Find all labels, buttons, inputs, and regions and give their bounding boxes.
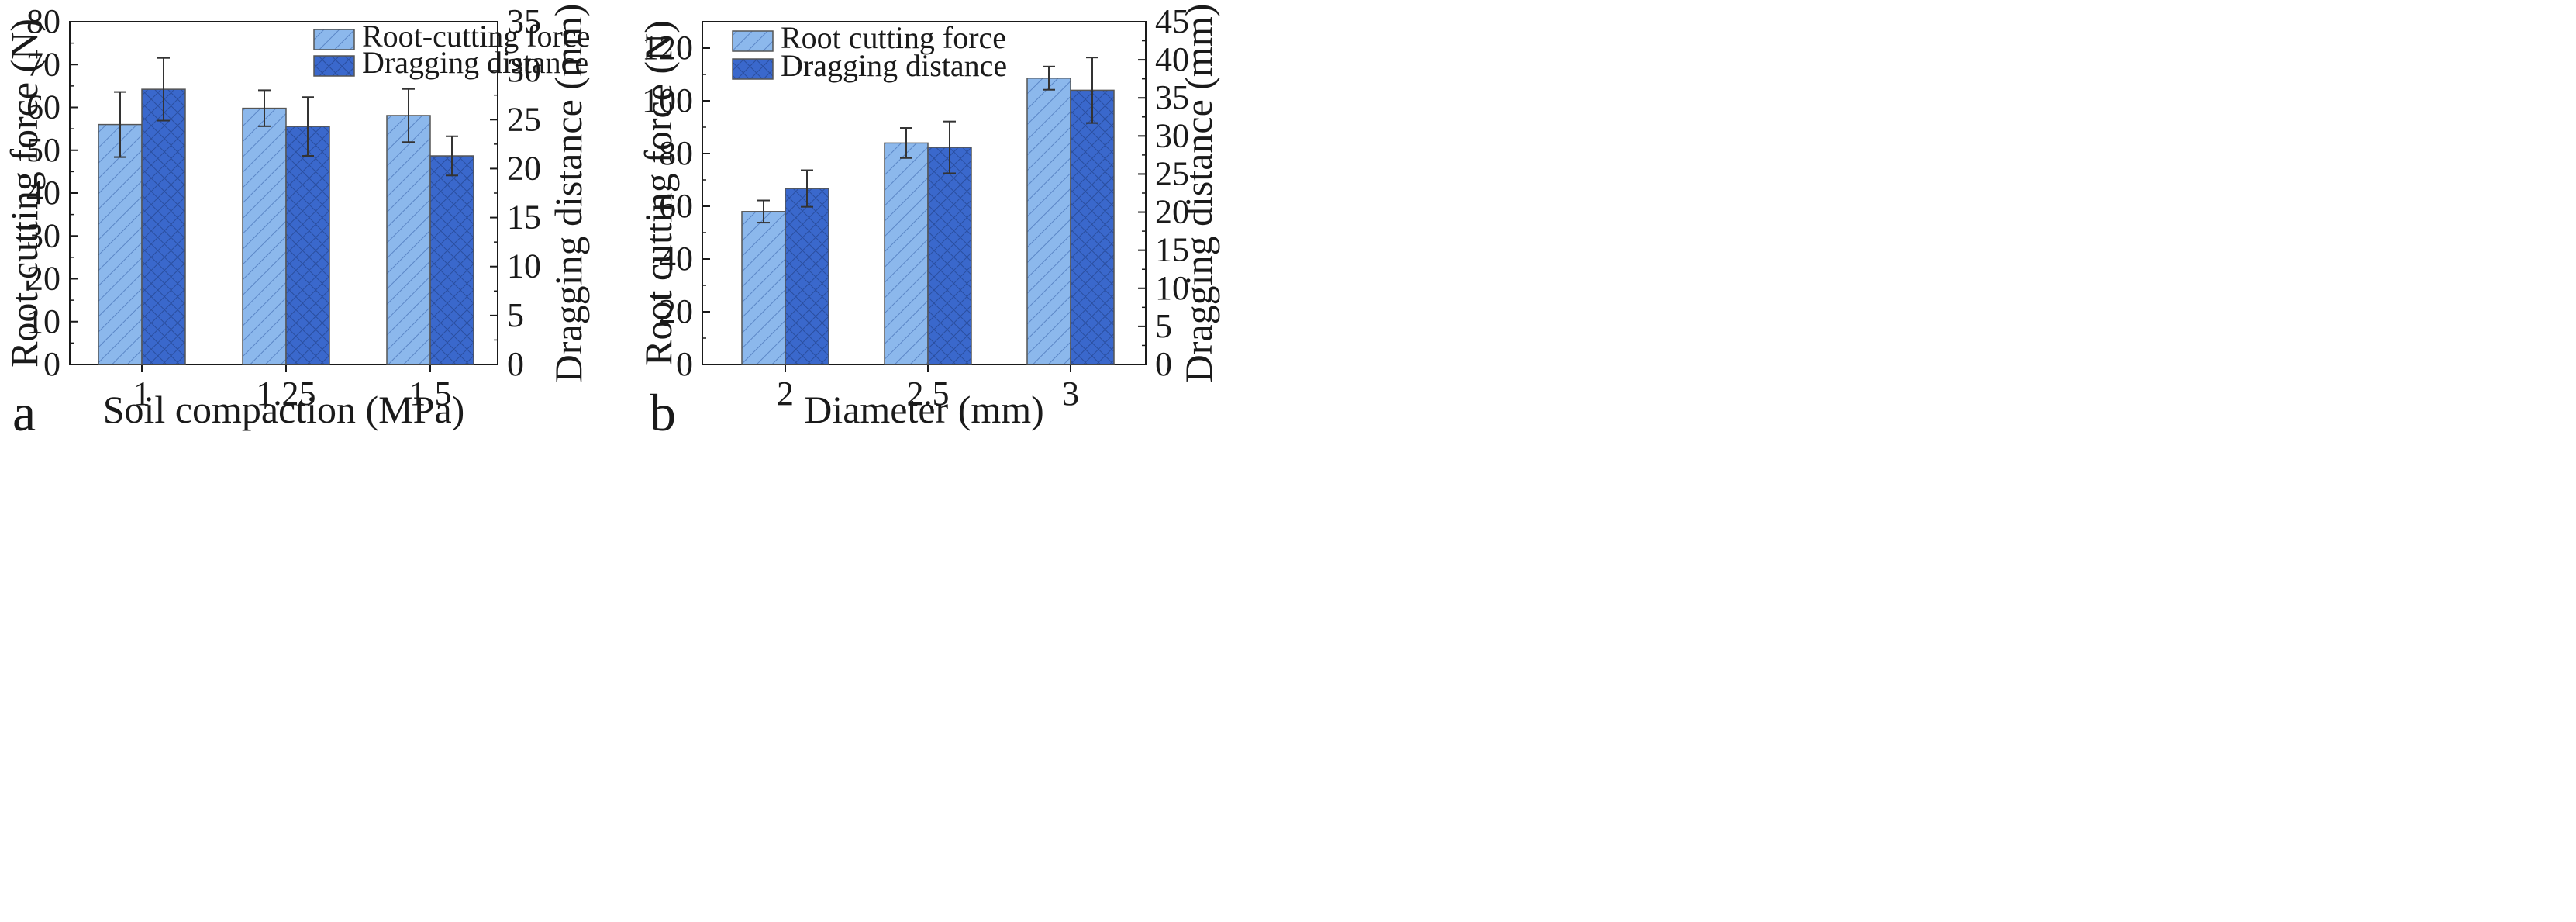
bar-light <box>98 123 143 365</box>
bar-dark <box>141 88 186 365</box>
y-axis-title: Root cutting force (N) <box>636 20 680 366</box>
x-tick-label: 2.5 <box>907 375 950 413</box>
y2-tick-label: 15 <box>507 199 541 237</box>
y-tick-label: 20 <box>26 260 60 298</box>
legend-swatch <box>732 58 774 80</box>
y-tick-label: 40 <box>659 240 693 278</box>
bar-dark <box>785 188 829 365</box>
y2-tick-label: 35 <box>1155 78 1189 116</box>
y2-tick-label: 40 <box>1155 40 1189 78</box>
x-axis-title: Soil compaction (MPa) <box>103 388 465 431</box>
y2-tick-label: 30 <box>1155 116 1189 154</box>
y-tick-label: 100 <box>642 81 693 119</box>
y2-tick-label: 30 <box>507 51 541 89</box>
y-tick-label: 30 <box>26 216 60 254</box>
y2-tick-label: 10 <box>507 247 541 285</box>
y2-tick-label: 20 <box>1155 193 1189 231</box>
x-tick-label: 3 <box>1062 375 1079 413</box>
y-tick-label: 70 <box>26 45 60 83</box>
y-tick-label: 50 <box>26 131 60 169</box>
legend-label: Root cutting force <box>781 20 1006 55</box>
bar-dark <box>1070 89 1115 365</box>
y-tick-label: 0 <box>676 345 693 383</box>
panel-label: b <box>650 383 676 442</box>
y-tick-label: 20 <box>659 292 693 330</box>
legend-swatch <box>732 30 774 52</box>
y-tick-label: 40 <box>26 174 60 212</box>
x-tick-label: 2 <box>777 375 794 413</box>
y2-tick-label: 35 <box>507 2 541 40</box>
y2-tick-label: 5 <box>507 296 524 334</box>
bar-light <box>1026 78 1071 365</box>
x-tick-label: 1.5 <box>409 375 452 413</box>
legend-label: Dragging distance <box>362 45 588 80</box>
bar-dark <box>927 147 972 365</box>
y2-tick-label: 10 <box>1155 269 1189 307</box>
panel-label: a <box>12 383 36 442</box>
bar-light <box>884 142 929 365</box>
legend-swatch <box>313 55 355 77</box>
bar-light <box>242 107 287 365</box>
x-axis-title: Diameter (mm) <box>804 388 1044 431</box>
x-tick-label: 1.25 <box>257 375 316 413</box>
legend-label: Root-cutting force <box>362 19 590 54</box>
y-tick-label: 120 <box>642 29 693 67</box>
chart-panel-a: 0 10 20 30 40 50 60 70 80 0 5 10 15 20 25 30 35 1 1.25 1.5 R… <box>2 2 590 442</box>
y2-tick-label: 0 <box>507 345 524 383</box>
bar-dark <box>429 155 474 365</box>
y-tick-label: 60 <box>659 187 693 225</box>
y2-tick-label: 25 <box>1155 154 1189 192</box>
bar-light <box>386 115 431 365</box>
y2-axis-title: Dragging distance (mm) <box>547 4 590 383</box>
y-tick-label: 80 <box>659 134 693 172</box>
y2-tick-label: 25 <box>507 100 541 138</box>
bar-dark <box>285 126 330 365</box>
legend-swatch <box>313 29 355 50</box>
y2-tick-label: 0 <box>1155 345 1172 383</box>
y2-tick-label: 5 <box>1155 307 1172 345</box>
y2-tick-label: 20 <box>507 149 541 187</box>
y2-axis-title: Dragging distance (mm) <box>1177 4 1220 383</box>
y-axis-title: Root-cutting force (N) <box>2 19 46 368</box>
y-tick-label: 80 <box>26 2 60 40</box>
y2-tick-label: 15 <box>1155 231 1189 269</box>
y-tick-label: 0 <box>43 345 60 383</box>
y-tick-label: 10 <box>26 302 60 340</box>
bar-light <box>741 211 786 365</box>
legend-label: Dragging distance <box>781 48 1007 83</box>
y-tick-label: 60 <box>26 88 60 126</box>
y2-tick-label: 45 <box>1155 2 1189 40</box>
x-tick-label: 1 <box>133 375 150 413</box>
